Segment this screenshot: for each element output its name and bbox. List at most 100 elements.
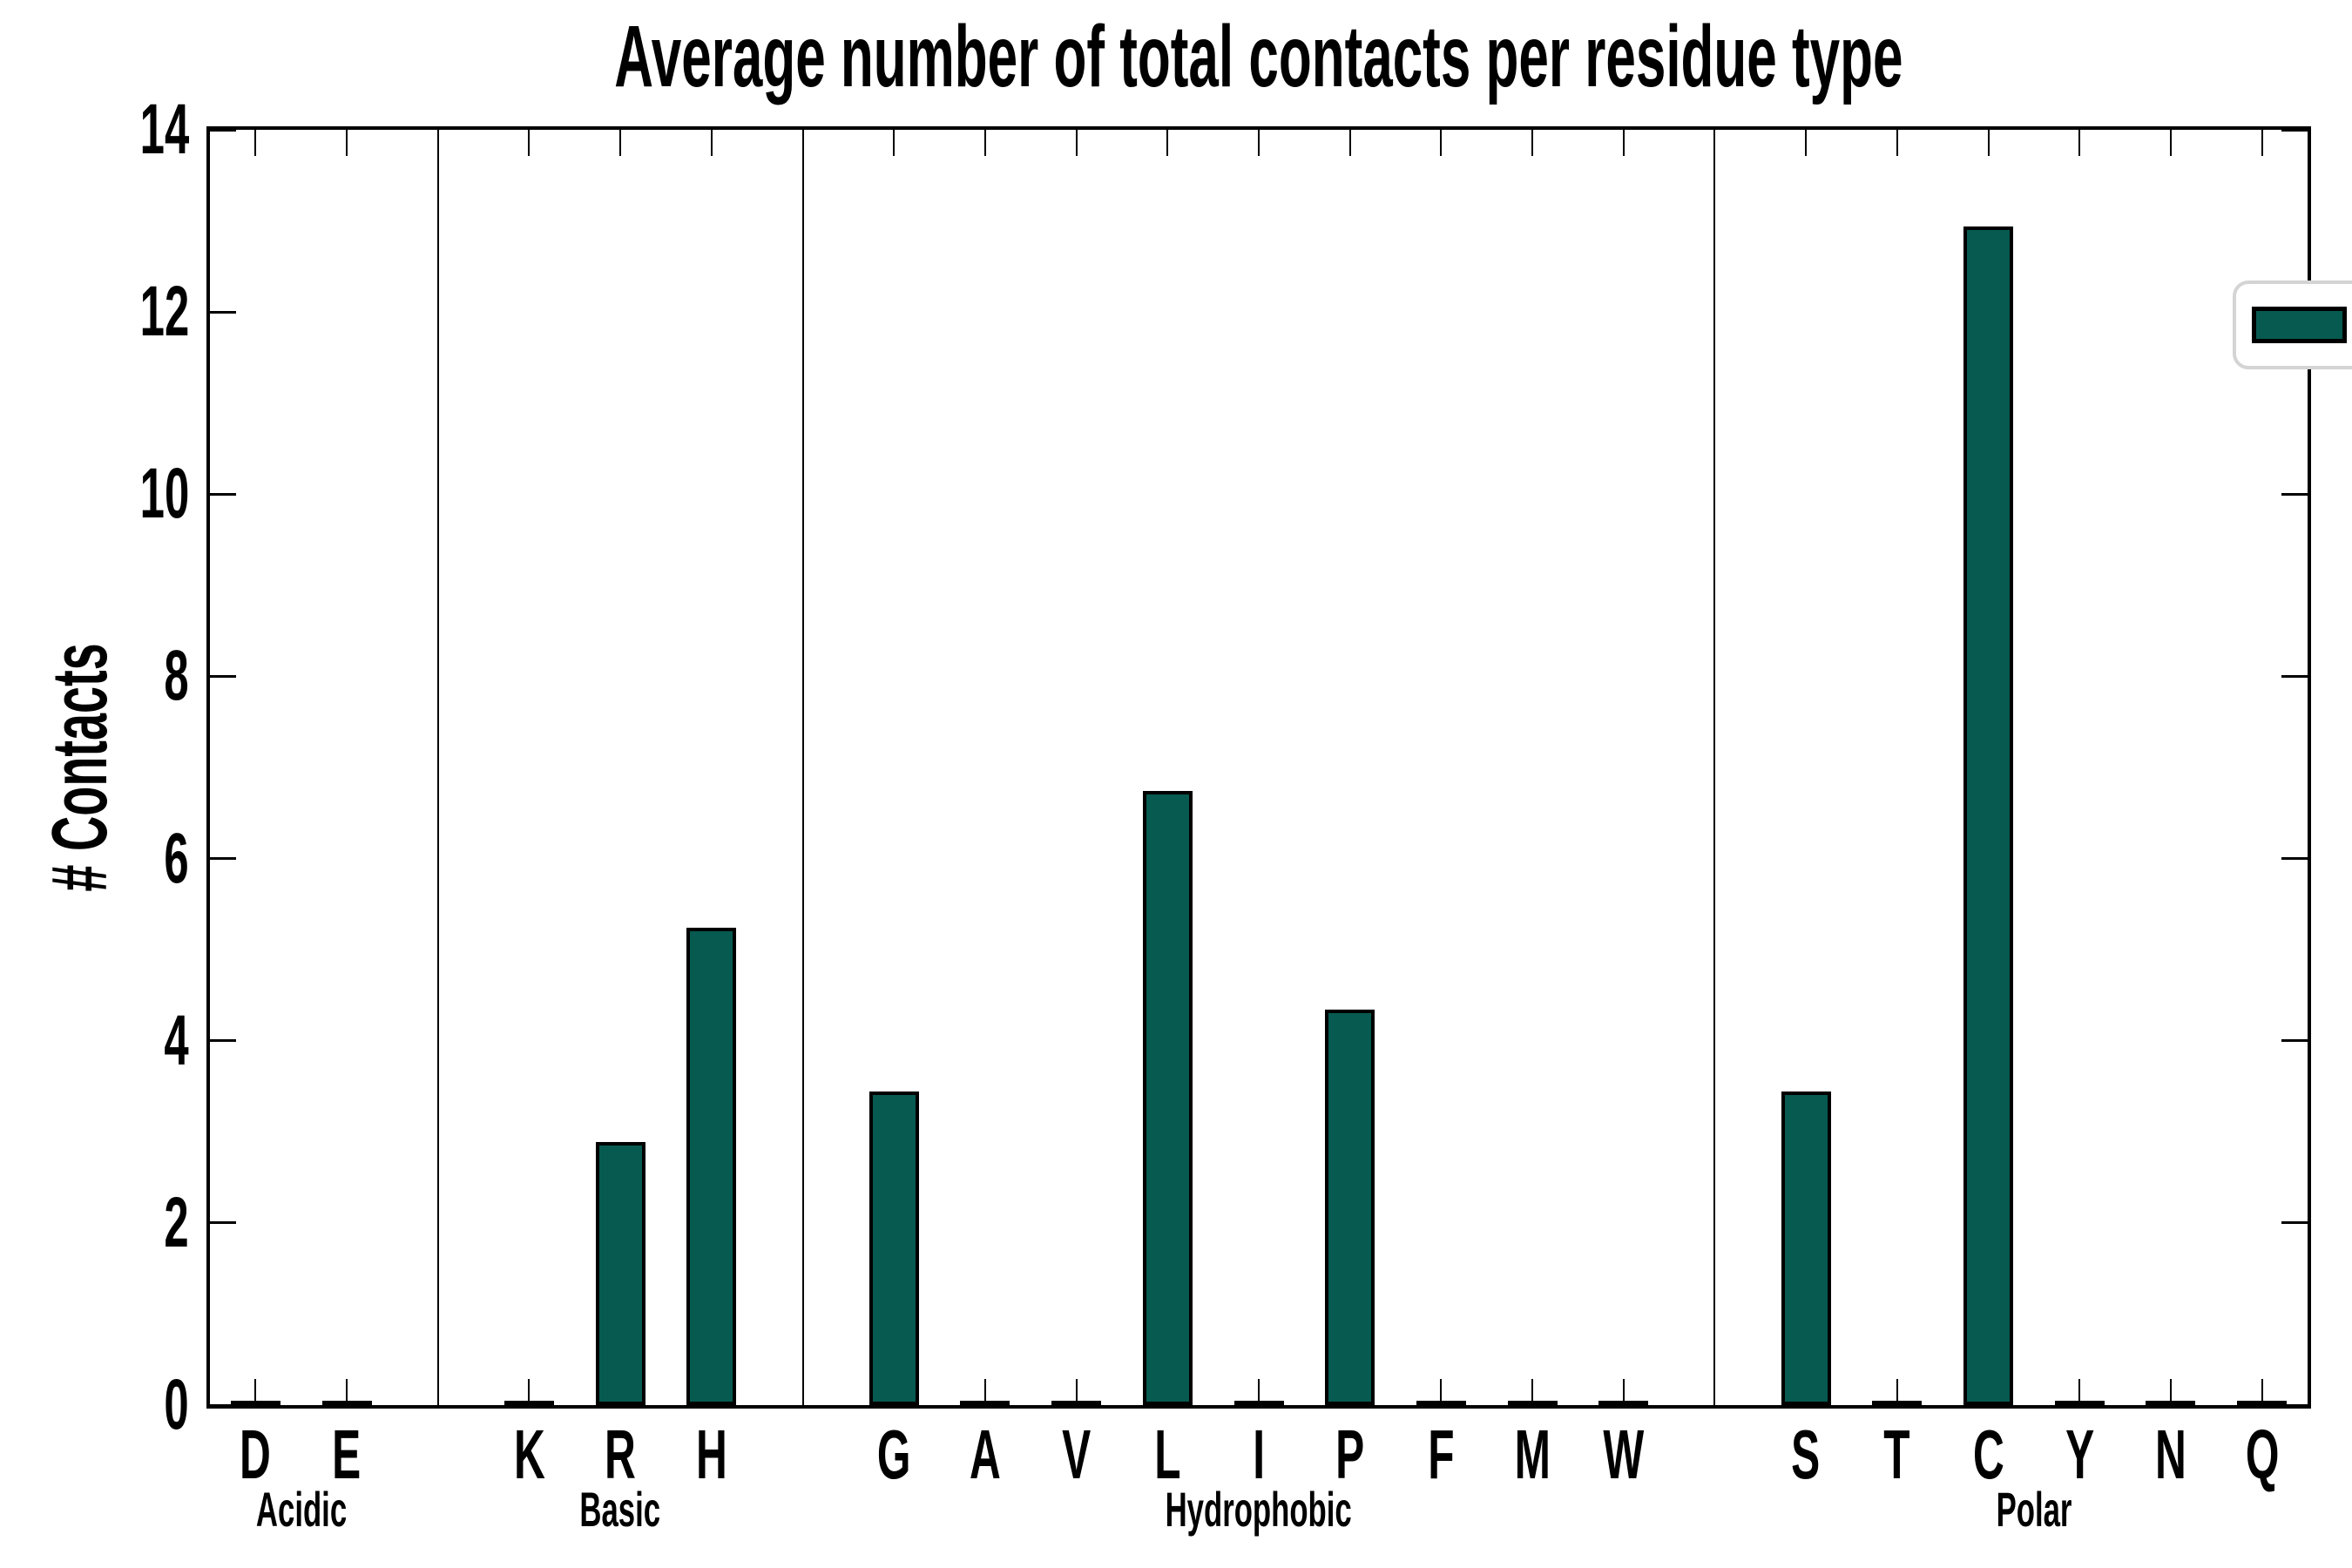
x-tick-top-K — [528, 130, 531, 156]
x-tick-top-Y — [2078, 130, 2081, 156]
y-tick-label-4: 4 — [164, 1000, 189, 1080]
y-tick-label-12: 12 — [139, 272, 189, 352]
y-tick-label-0: 0 — [164, 1365, 189, 1444]
bar-S — [1781, 1092, 1831, 1405]
x-tick-bottom-M — [1531, 1379, 1534, 1405]
bar-N — [2146, 1401, 2196, 1405]
chart-title-text: Average number of total contacts per res… — [614, 8, 1903, 105]
plot-inner — [210, 128, 2308, 1407]
x-tick-label-N: N — [2155, 1416, 2186, 1493]
x-tick-label-P: P — [1335, 1416, 1365, 1493]
bar-A — [960, 1401, 1010, 1405]
x-tick-label-R: R — [605, 1416, 637, 1493]
x-tick-bottom-T — [1896, 1379, 1898, 1405]
y-tick-label-6: 6 — [164, 818, 189, 898]
y-tick-left-12 — [210, 310, 236, 314]
y-tick-right-4 — [2281, 1039, 2308, 1043]
bar-W — [1598, 1401, 1649, 1405]
bar-F — [1416, 1401, 1466, 1405]
bar-V — [1051, 1401, 1102, 1405]
bar-E — [321, 1401, 372, 1405]
x-tick-label-M: M — [1514, 1416, 1551, 1493]
bar-Q — [2237, 1401, 2288, 1405]
x-tick-top-L — [1166, 130, 1169, 156]
y-tick-left-10 — [210, 492, 236, 496]
bar-D — [230, 1401, 280, 1405]
bar-R — [595, 1141, 645, 1405]
x-tick-label-G: G — [876, 1416, 911, 1493]
group-separator-0 — [436, 130, 439, 1405]
x-tick-label-Y: Y — [2065, 1416, 2094, 1493]
x-tick-top-R — [619, 130, 622, 156]
x-tick-top-D — [254, 130, 257, 156]
y-tick-left-6 — [210, 857, 236, 861]
x-tick-top-C — [1987, 130, 1990, 156]
y-tick-left-0 — [210, 1403, 236, 1407]
legend-label: POPC — [2347, 299, 2352, 351]
x-tick-label-D: D — [240, 1416, 272, 1493]
x-tick-top-V — [1075, 130, 1078, 156]
x-tick-label-W: W — [1603, 1416, 1645, 1493]
y-tick-label-14: 14 — [139, 90, 189, 169]
bar-K — [504, 1401, 554, 1405]
x-tick-top-M — [1531, 130, 1534, 156]
x-tick-top-H — [710, 130, 713, 156]
x-tick-label-H: H — [695, 1416, 727, 1493]
bar-M — [1507, 1401, 1558, 1405]
x-tick-bottom-F — [1440, 1379, 1443, 1405]
x-tick-bottom-I — [1258, 1379, 1260, 1405]
group-label-acidic: Acidic — [255, 1482, 347, 1537]
x-tick-bottom-D — [254, 1379, 257, 1405]
y-tick-right-14 — [2281, 128, 2308, 132]
bar-L — [1142, 791, 1193, 1405]
legend: POPC — [2233, 280, 2352, 369]
x-tick-label-L: L — [1154, 1416, 1181, 1493]
x-tick-bottom-K — [528, 1379, 531, 1405]
x-tick-label-A: A — [969, 1416, 1001, 1493]
x-tick-top-T — [1896, 130, 1898, 156]
x-tick-bottom-W — [1622, 1379, 1625, 1405]
x-tick-top-G — [893, 130, 896, 156]
x-tick-bottom-N — [2169, 1379, 2172, 1405]
x-tick-bottom-E — [346, 1379, 348, 1405]
group-separator-1 — [801, 130, 804, 1405]
group-label-hydrophobic: Hydrophobic — [1165, 1482, 1353, 1537]
group-label-polar: Polar — [1996, 1482, 2072, 1537]
y-tick-label-8: 8 — [164, 636, 189, 716]
x-tick-top-S — [1805, 130, 1808, 156]
y-tick-right-0 — [2281, 1403, 2308, 1407]
y-tick-right-6 — [2281, 857, 2308, 861]
x-tick-label-I: I — [1253, 1416, 1265, 1493]
x-tick-label-S: S — [1791, 1416, 1821, 1493]
x-tick-label-E: E — [332, 1416, 362, 1493]
y-tick-left-4 — [210, 1039, 236, 1043]
x-tick-label-K: K — [513, 1416, 545, 1493]
bar-P — [1325, 1010, 1375, 1405]
y-tick-left-2 — [210, 1221, 236, 1225]
x-tick-label-C: C — [1972, 1416, 2004, 1493]
chart-title: Average number of total contacts per res… — [206, 9, 2311, 105]
bar-G — [868, 1092, 919, 1405]
x-tick-label-F: F — [1428, 1416, 1455, 1493]
group-label-basic: Basic — [579, 1482, 661, 1537]
x-tick-top-P — [1348, 130, 1351, 156]
bar-I — [1233, 1401, 1284, 1405]
x-tick-top-N — [2169, 130, 2172, 156]
x-tick-top-F — [1440, 130, 1443, 156]
y-tick-right-10 — [2281, 492, 2308, 496]
x-tick-top-A — [983, 130, 986, 156]
bar-H — [686, 928, 737, 1405]
x-tick-bottom-A — [983, 1379, 986, 1405]
plot-area: POPC — [206, 126, 2352, 1409]
y-tick-left-8 — [210, 674, 236, 678]
y-tick-right-2 — [2281, 1221, 2308, 1225]
x-tick-bottom-Y — [2078, 1379, 2081, 1405]
x-tick-top-E — [346, 130, 348, 156]
y-tick-label-10: 10 — [139, 454, 189, 534]
legend-swatch-popc — [2252, 307, 2347, 343]
x-tick-bottom-Q — [2261, 1379, 2263, 1405]
y-tick-left-14 — [210, 128, 236, 132]
bar-Y — [2054, 1401, 2105, 1405]
x-tick-top-W — [1622, 130, 1625, 156]
